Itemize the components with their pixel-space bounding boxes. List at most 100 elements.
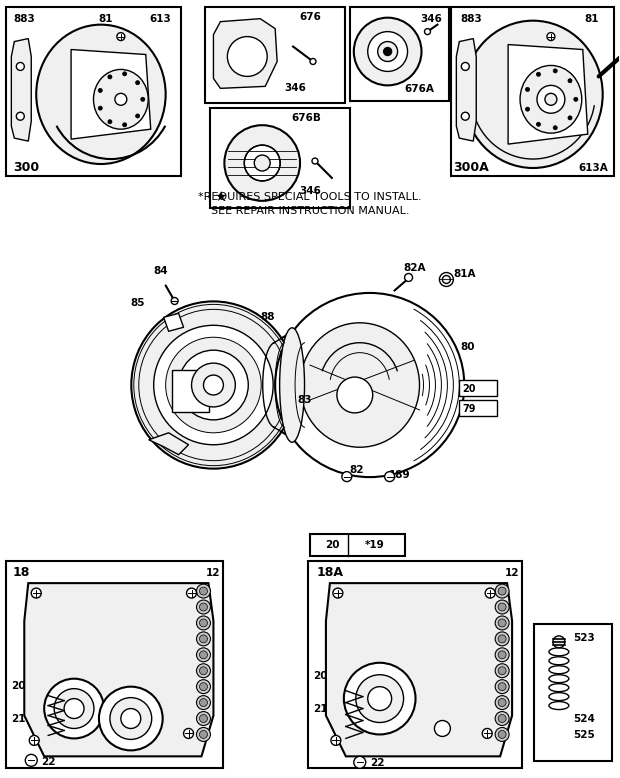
Circle shape [184, 728, 193, 738]
Ellipse shape [131, 301, 296, 468]
Circle shape [553, 636, 565, 648]
Bar [308, 561, 522, 769]
Text: 81: 81 [99, 14, 113, 23]
Circle shape [99, 687, 162, 750]
Text: 22: 22 [370, 759, 385, 769]
Circle shape [200, 619, 208, 627]
Text: 883: 883 [14, 14, 35, 23]
Circle shape [197, 712, 210, 726]
Circle shape [154, 325, 273, 445]
Circle shape [553, 69, 557, 73]
Circle shape [498, 619, 506, 627]
Circle shape [310, 58, 316, 65]
Circle shape [333, 588, 343, 598]
Text: 18: 18 [12, 566, 30, 579]
Circle shape [203, 375, 223, 395]
Polygon shape [326, 584, 512, 756]
Polygon shape [273, 331, 295, 440]
Text: 676: 676 [299, 12, 321, 22]
Text: 85: 85 [131, 299, 145, 308]
Circle shape [197, 680, 210, 694]
Circle shape [312, 158, 318, 164]
Circle shape [187, 588, 197, 598]
Text: 300A: 300A [453, 162, 489, 174]
Text: 87: 87 [184, 386, 197, 396]
Text: 82A: 82A [403, 262, 426, 272]
Circle shape [200, 682, 208, 691]
Polygon shape [456, 39, 476, 141]
Text: 300: 300 [13, 162, 39, 174]
Circle shape [197, 664, 210, 678]
Circle shape [331, 735, 341, 745]
Text: 883: 883 [461, 14, 482, 23]
Bar [459, 400, 497, 416]
Circle shape [16, 112, 24, 121]
Circle shape [29, 735, 39, 745]
Bar [172, 370, 210, 412]
Bar [205, 7, 345, 103]
Circle shape [99, 89, 102, 93]
Bar [210, 108, 350, 208]
Circle shape [141, 97, 144, 101]
Circle shape [498, 635, 506, 643]
Text: 613: 613 [150, 14, 172, 23]
Circle shape [197, 632, 210, 646]
Circle shape [461, 112, 469, 121]
Text: SEE REPAIR INSTRUCTION MANUAL.: SEE REPAIR INSTRUCTION MANUAL. [211, 206, 409, 216]
Circle shape [495, 584, 509, 598]
Polygon shape [24, 584, 213, 756]
Circle shape [498, 667, 506, 675]
Circle shape [495, 664, 509, 678]
Circle shape [526, 87, 529, 92]
Circle shape [498, 587, 506, 595]
Circle shape [498, 651, 506, 659]
Circle shape [536, 122, 541, 126]
Circle shape [197, 600, 210, 614]
Circle shape [536, 72, 541, 76]
Circle shape [354, 18, 422, 86]
Text: 88: 88 [260, 312, 275, 322]
Circle shape [384, 47, 392, 55]
Ellipse shape [94, 69, 148, 129]
Circle shape [197, 696, 210, 710]
Circle shape [482, 728, 492, 738]
Circle shape [495, 648, 509, 662]
Circle shape [136, 81, 140, 85]
Circle shape [344, 663, 415, 734]
Circle shape [44, 678, 104, 738]
Circle shape [545, 93, 557, 105]
Polygon shape [149, 433, 188, 454]
Text: 79: 79 [463, 404, 476, 414]
Circle shape [197, 648, 210, 662]
Text: 525: 525 [573, 731, 595, 741]
Circle shape [179, 350, 248, 420]
Circle shape [244, 145, 280, 181]
Circle shape [495, 696, 509, 710]
Circle shape [200, 651, 208, 659]
Text: 346: 346 [420, 14, 443, 23]
Circle shape [443, 275, 450, 283]
Text: 18A: 18A [316, 566, 343, 579]
Text: 86: 86 [184, 374, 197, 384]
Polygon shape [11, 39, 31, 141]
Text: 82: 82 [350, 464, 364, 475]
Circle shape [337, 377, 373, 413]
Circle shape [368, 32, 407, 72]
Circle shape [123, 123, 126, 127]
Circle shape [342, 471, 352, 482]
Text: 189: 189 [389, 470, 410, 479]
Text: 523: 523 [573, 633, 595, 643]
Circle shape [200, 699, 208, 706]
Circle shape [495, 600, 509, 614]
Circle shape [378, 41, 397, 61]
Text: 21: 21 [312, 703, 327, 713]
Circle shape [99, 106, 102, 110]
Circle shape [435, 720, 450, 737]
Text: 12: 12 [505, 568, 520, 578]
Circle shape [200, 603, 208, 611]
Text: *REQUIRES SPECIAL TOOLS TO INSTALL.: *REQUIRES SPECIAL TOOLS TO INSTALL. [198, 192, 422, 202]
Circle shape [425, 29, 430, 34]
Circle shape [405, 274, 412, 282]
Bar [451, 7, 614, 176]
Circle shape [200, 731, 208, 738]
